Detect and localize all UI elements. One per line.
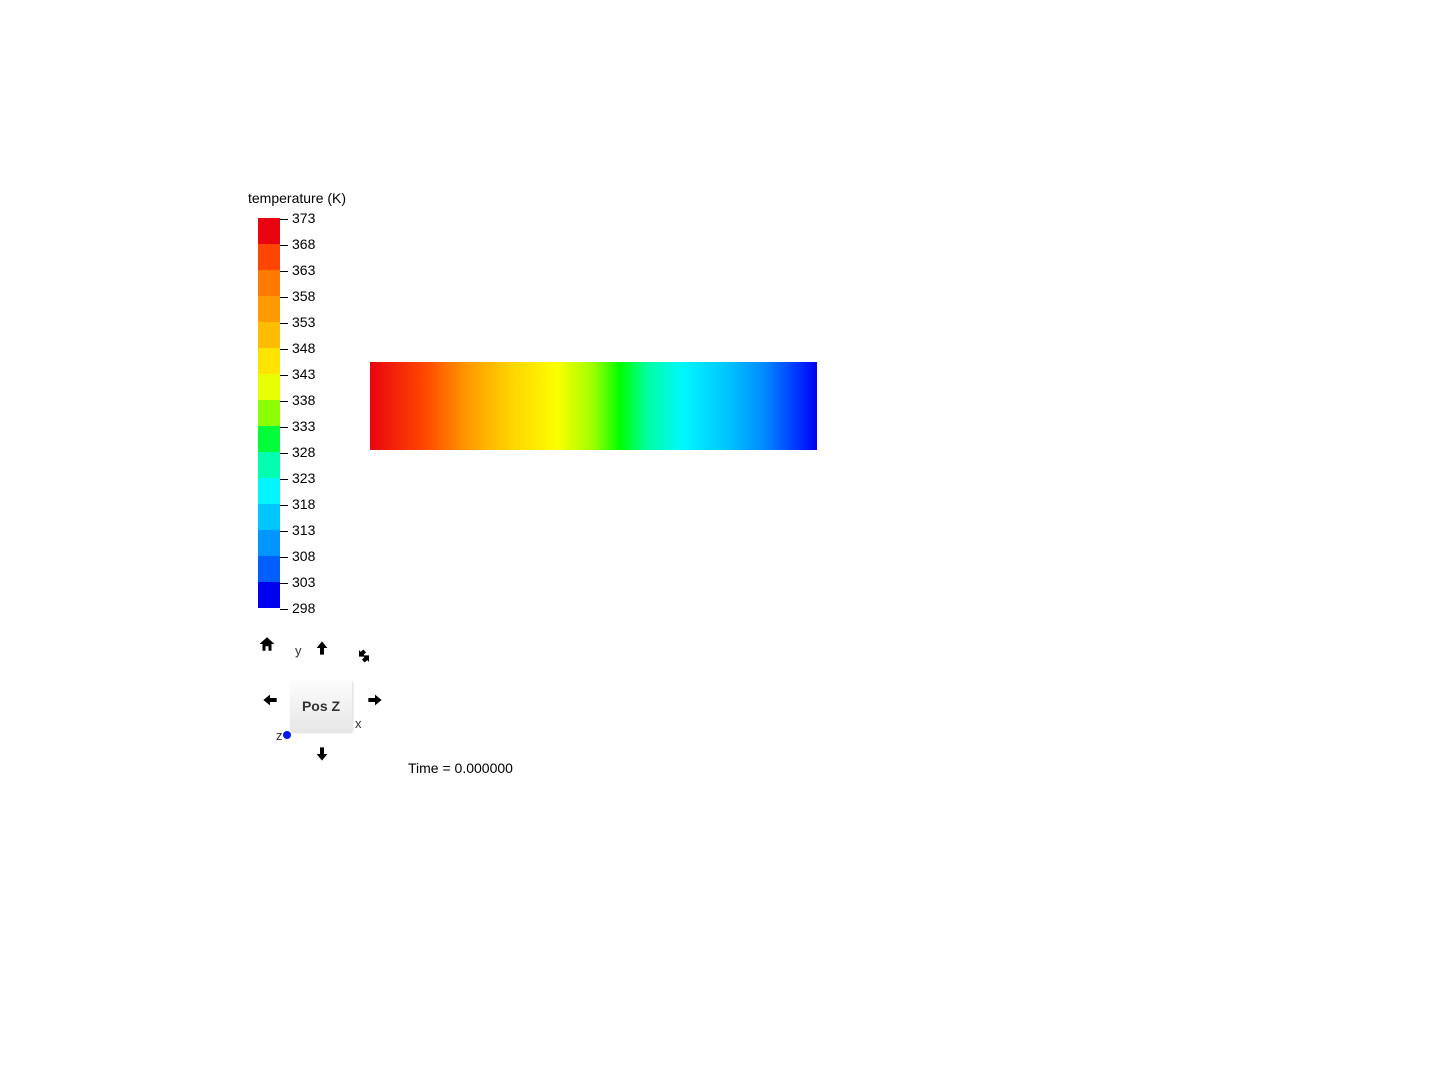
colorbar-segment <box>258 348 280 374</box>
orientation-widget[interactable]: y Pos Z x z <box>254 630 394 770</box>
axis-z-dot <box>283 731 291 739</box>
colorbar-tick: 308 <box>280 549 315 563</box>
colorbar-tick-label: 303 <box>292 574 315 590</box>
colorbar-tick: 333 <box>280 419 315 433</box>
colorbar-tick: 343 <box>280 367 315 381</box>
colorbar-tick: 323 <box>280 471 315 485</box>
colorbar-segment <box>258 296 280 322</box>
colorbar-tick-label: 343 <box>292 366 315 382</box>
arrow-left-icon[interactable] <box>262 692 278 708</box>
colorbar-segment <box>258 244 280 270</box>
colorbar-segment <box>258 270 280 296</box>
view-cube-face[interactable]: Pos Z <box>290 680 352 732</box>
colorbar-tick: 363 <box>280 263 315 277</box>
colorbar-tick: 298 <box>280 601 315 615</box>
colorbar-tick: 368 <box>280 237 315 251</box>
colorbar-tick: 338 <box>280 393 315 407</box>
axis-label-y: y <box>295 643 302 658</box>
colorbar-tick-label: 348 <box>292 340 315 356</box>
colorbar-segment <box>258 218 280 244</box>
colorbar-tick: 318 <box>280 497 315 511</box>
colorbar-tick-label: 313 <box>292 522 315 538</box>
colorbar-tick: 303 <box>280 575 315 589</box>
colorbar-tick-label: 368 <box>292 236 315 252</box>
colorbar-segment <box>258 478 280 504</box>
colorbar-tick: 373 <box>280 211 315 225</box>
colorbar-tick: 358 <box>280 289 315 303</box>
colorbar-tick: 328 <box>280 445 315 459</box>
colorbar-tick-label: 308 <box>292 548 315 564</box>
expand-diagonal-icon[interactable] <box>356 648 372 664</box>
colorbar-tick-label: 328 <box>292 444 315 460</box>
colorbar-tick-label: 363 <box>292 262 315 278</box>
home-icon[interactable] <box>258 635 276 653</box>
colorbar-segment <box>258 582 280 608</box>
colorbar-tick-label: 353 <box>292 314 315 330</box>
arrow-right-icon[interactable] <box>367 692 383 708</box>
arrow-down-icon[interactable] <box>314 746 330 762</box>
colorbar-title: temperature (K) <box>248 190 346 206</box>
colorbar-segment <box>258 504 280 530</box>
colorbar-segment <box>258 374 280 400</box>
colorbar-tick: 348 <box>280 341 315 355</box>
colorbar-segment <box>258 426 280 452</box>
colorbar-segment <box>258 530 280 556</box>
axis-label-x: x <box>355 716 362 731</box>
colorbar-segment <box>258 322 280 348</box>
colorbar-segment <box>258 556 280 582</box>
colorbar-tick: 353 <box>280 315 315 329</box>
colorbar-tick-label: 373 <box>292 210 315 226</box>
colorbar-segment <box>258 400 280 426</box>
colorbar-tick-label: 338 <box>292 392 315 408</box>
colorbar-segments <box>258 218 280 608</box>
axis-label-z: z <box>276 728 283 743</box>
colorbar-tick-label: 323 <box>292 470 315 486</box>
colorbar-tick: 313 <box>280 523 315 537</box>
colorbar-tick-label: 298 <box>292 600 315 616</box>
colorbar-tick-label: 333 <box>292 418 315 434</box>
colorbar-tick-label: 358 <box>292 288 315 304</box>
colorbar-segment <box>258 452 280 478</box>
arrow-up-icon[interactable] <box>314 640 330 656</box>
colorbar-tick-label: 318 <box>292 496 315 512</box>
time-label: Time = 0.000000 <box>408 760 513 776</box>
temperature-field <box>370 362 817 450</box>
